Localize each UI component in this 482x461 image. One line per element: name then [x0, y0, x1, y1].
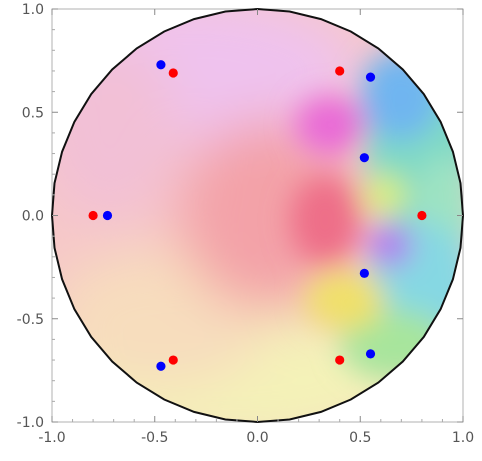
x-tick-label: 0.5	[349, 430, 371, 446]
point-marker	[359, 153, 369, 163]
x-tick-label: -1.0	[38, 430, 65, 446]
x-tick-label: 1.0	[452, 430, 474, 446]
point-marker	[359, 268, 369, 278]
point-marker	[88, 210, 98, 221]
point-marker	[168, 355, 178, 365]
x-axis-ticks: -1.0 -0.5 0.0 0.5 1.0	[38, 9, 474, 446]
point-marker	[156, 60, 166, 70]
point-marker	[365, 349, 376, 359]
y-tick-label: -1.0	[17, 415, 44, 431]
point-marker	[335, 355, 345, 365]
point-marker	[365, 72, 376, 82]
point-marker	[102, 210, 113, 221]
x-tick-label: 0.0	[246, 430, 268, 446]
point-marker	[156, 361, 166, 371]
series-1	[102, 60, 376, 371]
point-marker	[335, 66, 345, 76]
y-tick-label: 0.5	[22, 105, 44, 121]
y-tick-label: 0.0	[22, 209, 44, 225]
y-tick-label: -0.5	[17, 312, 44, 328]
data-points	[88, 60, 427, 371]
y-axis-ticks: -1.0 -0.5 0.0 0.5 1.0	[17, 2, 463, 431]
x-tick-label: -0.5	[141, 430, 168, 446]
series-0	[88, 66, 427, 365]
y-tick-label: 1.0	[22, 2, 44, 18]
point-marker	[417, 210, 427, 221]
point-marker	[168, 68, 178, 78]
